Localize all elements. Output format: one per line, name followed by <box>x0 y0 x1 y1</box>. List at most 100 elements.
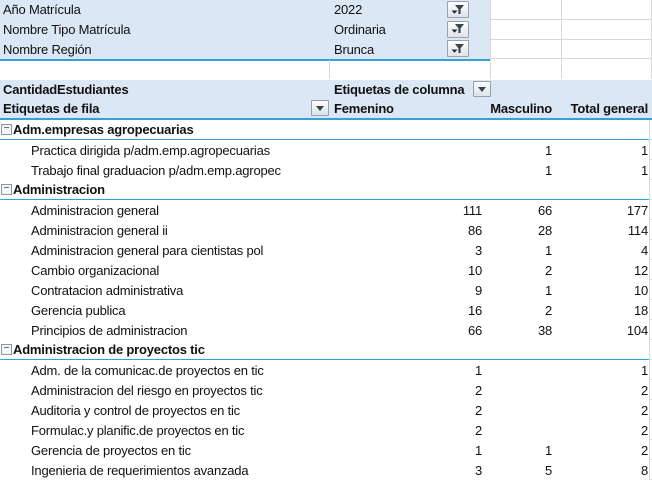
cell-total: 114 <box>627 222 648 238</box>
cell-masculino: 28 <box>537 222 552 238</box>
cell-femenino: 86 <box>467 222 482 238</box>
cell-total: 2 <box>640 422 648 438</box>
row-label: Administracion general para cientistas p… <box>31 242 264 258</box>
pivot-item-row: Ingenieria de requerimientos avanzada 3 … <box>0 460 652 480</box>
pivot-item-row: Principios de administracion 66 38 104 <box>0 320 652 340</box>
cell-masculino: 1 <box>544 242 552 258</box>
row-label: Administracion general <box>31 202 159 218</box>
cell-femenino: 10 <box>467 262 482 278</box>
collapse-button[interactable]: − <box>1 344 12 355</box>
row-label: Auditoria y control de proyectos en tic <box>31 402 240 418</box>
filter-value: Brunca <box>334 41 374 57</box>
cell-femenino: 16 <box>467 302 482 318</box>
sheet-gridline-right-edge <box>649 120 652 480</box>
row-label: Trabajo final graduacion p/adm.emp.agrop… <box>31 162 281 178</box>
cell-total: 8 <box>640 462 648 478</box>
sheet-gridline <box>329 60 330 79</box>
cell-femenino: 3 <box>474 242 482 258</box>
cell-total: 1 <box>640 142 648 158</box>
chevron-down-icon <box>316 105 324 111</box>
row-label: Contratacion administrativa <box>31 282 184 298</box>
cell-masculino: 66 <box>537 202 552 218</box>
cell-masculino: 2 <box>544 262 552 278</box>
pivot-item-row: Administracion general para cientistas p… <box>0 240 652 260</box>
cell-total: 104 <box>626 322 648 338</box>
row-label: Administracion general ii <box>31 222 168 238</box>
row-label: Gerencia publica <box>31 302 126 318</box>
cell-femenino: 2 <box>474 382 482 398</box>
cell-femenino: 9 <box>474 282 482 298</box>
cell-total: 18 <box>633 302 648 318</box>
measure-title: CantidadEstudiantes <box>3 82 129 97</box>
filter-dropdown-button[interactable] <box>447 40 469 58</box>
cell-femenino: 2 <box>474 402 482 418</box>
cell-masculino: 1 <box>544 162 552 178</box>
row-label: Adm. de la comunicac.de proyectos en tic <box>31 362 264 378</box>
filter-row: Nombre Región Brunca <box>0 39 490 59</box>
report-filter-area: Año Matrícula 2022 Nombre Tipo Matrícula… <box>0 0 490 61</box>
funnel-filter-icon <box>451 43 464 53</box>
cell-femenino: 1 <box>474 362 482 378</box>
group-label: Administracion <box>13 182 105 197</box>
filter-value: 2022 <box>334 2 363 18</box>
column-header-total: Total general <box>570 101 649 116</box>
filter-field-label: Nombre Tipo Matrícula <box>3 22 131 38</box>
cell-femenino: 2 <box>474 422 482 438</box>
pivot-item-row: Administracion general ii 86 28 114 <box>0 220 652 240</box>
column-header-femenino: Femenino <box>334 101 394 116</box>
funnel-filter-icon <box>451 4 464 14</box>
chevron-down-icon <box>478 86 486 92</box>
cell-total: 1 <box>640 362 648 378</box>
filter-field-label: Año Matrícula <box>3 2 81 18</box>
sheet-gridlines <box>490 0 652 79</box>
collapse-minus-icon: − <box>3 123 10 134</box>
cell-masculino: 1 <box>544 282 552 298</box>
column-labels-dropdown-button[interactable] <box>473 81 491 97</box>
group-label: Adm.empresas agropecuarias <box>13 122 194 137</box>
filter-dropdown-button[interactable] <box>447 1 469 18</box>
cell-total: 2 <box>640 402 648 418</box>
cell-total: 2 <box>640 382 648 398</box>
row-label: Gerencia de proyectos en tic <box>31 442 191 458</box>
pivot-item-row: Cambio organizacional 10 2 12 <box>0 260 652 280</box>
pivot-item-row: Gerencia publica 16 2 18 <box>0 300 652 320</box>
cell-masculino: 1 <box>544 142 552 158</box>
collapse-button[interactable]: − <box>1 184 12 195</box>
pivot-title-row: CantidadEstudiantes Etiquetas de columna <box>0 80 652 99</box>
pivot-column-header-row: Etiquetas de fila Femenino Masculino Tot… <box>0 99 652 118</box>
filter-field-label: Nombre Región <box>3 41 92 57</box>
pivot-group-row: − Administracion de proyectos tic <box>0 340 652 360</box>
collapse-minus-icon: − <box>3 343 10 354</box>
cell-masculino: 38 <box>537 322 552 338</box>
row-label: Practica dirigida p/adm.emp.agropecuaria… <box>31 142 270 158</box>
collapse-button[interactable]: − <box>1 124 12 135</box>
cell-masculino: 1 <box>544 442 552 458</box>
pivot-item-row: Contratacion administrativa 9 1 10 <box>0 280 652 300</box>
column-labels-caption: Etiquetas de columna <box>334 82 465 97</box>
row-label: Ingenieria de requerimientos avanzada <box>31 462 249 478</box>
pivot-item-row: Administracion general 111 66 177 <box>0 200 652 220</box>
pivot-item-row: Adm. de la comunicac.de proyectos en tic… <box>0 360 652 380</box>
cell-total: 10 <box>633 282 648 298</box>
filter-dropdown-button[interactable] <box>447 20 469 38</box>
cell-total: 4 <box>640 242 648 258</box>
cell-femenino: 111 <box>462 202 482 218</box>
cell-masculino: 2 <box>544 302 552 318</box>
pivot-item-row: Trabajo final graduacion p/adm.emp.agrop… <box>0 160 652 180</box>
pivot-body: − Adm.empresas agropecuarias Practica di… <box>0 120 652 480</box>
cell-femenino: 3 <box>474 462 482 478</box>
pivot-item-row: Practica dirigida p/adm.emp.agropecuaria… <box>0 140 652 160</box>
pivot-group-row: − Administracion <box>0 180 652 200</box>
filter-row: Año Matrícula 2022 <box>0 0 490 20</box>
row-labels-dropdown-button[interactable] <box>311 100 329 116</box>
row-label: Administracion del riesgo en proyectos t… <box>31 382 263 398</box>
collapse-minus-icon: − <box>3 183 10 194</box>
cell-masculino: 5 <box>544 462 552 478</box>
funnel-filter-icon <box>451 24 464 34</box>
pivot-header: CantidadEstudiantes Etiquetas de columna… <box>0 80 652 120</box>
pivot-item-row: Administracion del riesgo en proyectos t… <box>0 380 652 400</box>
filter-value: Ordinaria <box>334 22 386 38</box>
column-header-masculino: Masculino <box>490 101 552 116</box>
cell-femenino: 66 <box>467 322 482 338</box>
